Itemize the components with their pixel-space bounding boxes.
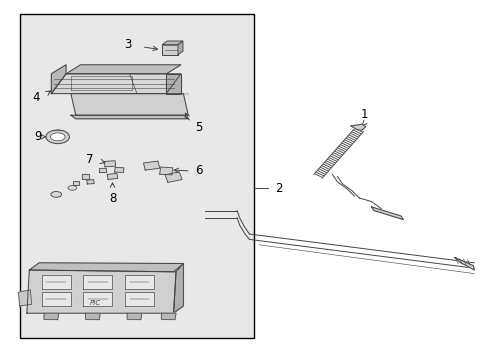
Polygon shape	[166, 74, 181, 94]
Polygon shape	[454, 257, 473, 270]
Polygon shape	[104, 161, 116, 167]
Polygon shape	[99, 168, 106, 172]
Polygon shape	[143, 161, 160, 170]
Polygon shape	[83, 292, 112, 306]
Polygon shape	[51, 65, 66, 94]
Polygon shape	[66, 65, 181, 74]
Polygon shape	[350, 124, 365, 130]
Ellipse shape	[51, 192, 61, 197]
Polygon shape	[124, 275, 154, 289]
Text: PIC: PIC	[89, 300, 101, 306]
Polygon shape	[165, 172, 182, 183]
Polygon shape	[85, 313, 100, 320]
Polygon shape	[72, 181, 79, 185]
Polygon shape	[127, 313, 142, 320]
Text: 2: 2	[274, 182, 282, 195]
Text: 7: 7	[86, 153, 94, 166]
Polygon shape	[29, 263, 183, 272]
Polygon shape	[71, 115, 188, 119]
Ellipse shape	[46, 130, 69, 144]
Polygon shape	[162, 41, 183, 45]
Polygon shape	[41, 292, 71, 306]
Bar	[20, 14, 254, 338]
Bar	[162, 45, 178, 55]
Text: 4: 4	[33, 91, 40, 104]
Text: 5: 5	[195, 121, 203, 134]
Text: 8: 8	[108, 192, 116, 204]
Ellipse shape	[50, 133, 65, 141]
Polygon shape	[178, 41, 183, 55]
Polygon shape	[76, 93, 188, 94]
Polygon shape	[81, 174, 89, 179]
Text: 9: 9	[35, 130, 42, 143]
Polygon shape	[173, 264, 183, 313]
Polygon shape	[371, 207, 403, 220]
Text: 1: 1	[360, 108, 367, 121]
Polygon shape	[114, 167, 124, 172]
Polygon shape	[160, 167, 172, 175]
Polygon shape	[83, 275, 112, 289]
Ellipse shape	[68, 186, 77, 190]
Text: 3: 3	[123, 39, 131, 51]
Polygon shape	[41, 275, 71, 289]
Polygon shape	[51, 74, 181, 94]
Polygon shape	[87, 180, 94, 184]
Polygon shape	[107, 174, 118, 179]
Polygon shape	[44, 313, 59, 320]
Text: 6: 6	[195, 165, 203, 177]
Polygon shape	[161, 313, 176, 320]
Polygon shape	[19, 290, 32, 306]
Polygon shape	[71, 94, 188, 115]
Polygon shape	[27, 270, 176, 313]
Polygon shape	[124, 292, 154, 306]
